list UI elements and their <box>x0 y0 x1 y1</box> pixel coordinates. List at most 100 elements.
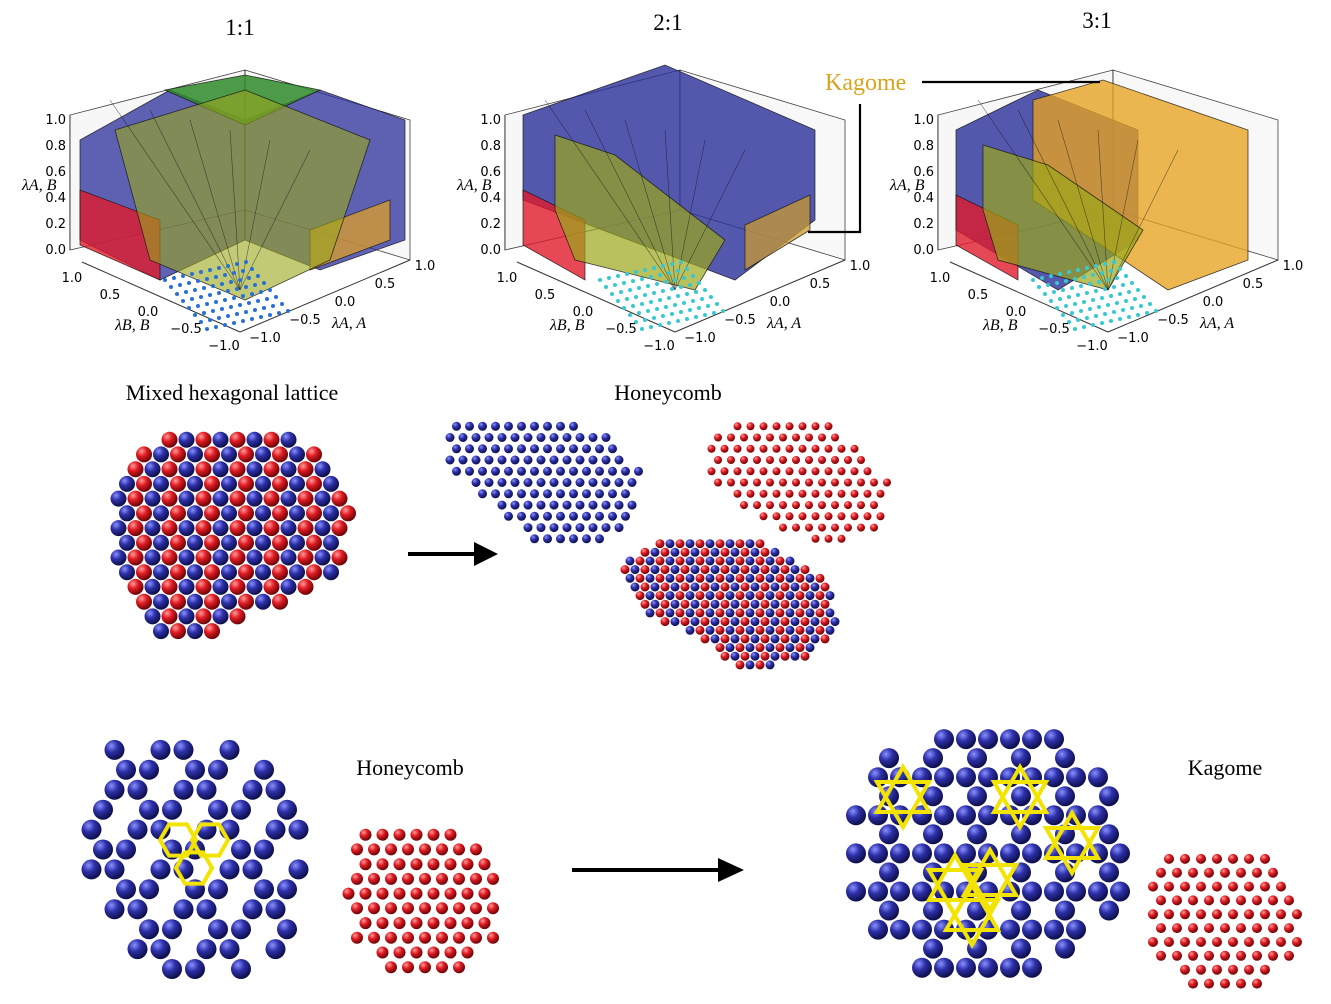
particle <box>956 729 976 750</box>
particle <box>187 534 203 551</box>
particle <box>136 593 152 610</box>
floor-dot <box>274 295 278 299</box>
floor-dot <box>604 285 608 289</box>
particle <box>795 625 805 635</box>
particle <box>753 501 761 510</box>
particle <box>772 444 781 453</box>
particle <box>956 767 976 788</box>
particle <box>582 534 591 544</box>
particle <box>497 500 507 510</box>
particle <box>219 859 240 880</box>
particle <box>376 946 389 959</box>
a-tick-label: −1.0 <box>249 331 281 346</box>
particle <box>1252 950 1262 961</box>
particle <box>770 582 780 592</box>
floor-dot <box>250 267 254 271</box>
particle <box>306 446 322 463</box>
particle <box>246 431 263 448</box>
particle <box>517 444 526 454</box>
b-axis-line <box>81 261 241 333</box>
particle <box>714 478 722 487</box>
particle <box>715 556 725 566</box>
particle <box>755 660 765 670</box>
particle <box>1228 881 1238 892</box>
particle <box>170 534 186 551</box>
floor-dot <box>655 282 659 286</box>
particle <box>161 431 178 448</box>
floor-dot <box>265 297 269 301</box>
particle <box>760 634 770 644</box>
floor-dot <box>1145 311 1149 315</box>
floor-dot <box>241 319 245 323</box>
floor-dot <box>1133 297 1137 301</box>
a-tick-label: −1.0 <box>684 331 716 346</box>
particle <box>760 617 770 627</box>
floor-dot <box>259 290 263 294</box>
particle <box>170 505 186 522</box>
particle <box>645 573 655 583</box>
particle <box>1164 909 1174 920</box>
floor-dot <box>649 275 653 279</box>
particle <box>231 839 251 860</box>
particle <box>297 461 314 478</box>
particle <box>471 478 481 487</box>
particle <box>1236 978 1246 989</box>
floor-dot <box>1061 313 1065 317</box>
particle <box>805 625 815 635</box>
b-tick-label: 0.0 <box>138 305 159 320</box>
particle <box>876 489 885 498</box>
particle <box>569 466 578 476</box>
particle <box>798 444 807 453</box>
particle <box>204 564 220 581</box>
particle <box>680 582 690 592</box>
particle <box>1066 919 1086 940</box>
particle <box>150 939 171 960</box>
particle <box>1164 853 1174 864</box>
floor-dot <box>688 308 692 312</box>
particle <box>265 779 286 800</box>
particle <box>680 617 690 627</box>
particle <box>484 478 494 487</box>
particle <box>204 534 220 551</box>
floor-dot <box>652 291 656 295</box>
particle <box>491 421 500 431</box>
particle <box>173 899 194 920</box>
particle <box>289 505 305 522</box>
floor-dot <box>259 315 263 319</box>
particle <box>504 489 513 499</box>
floor-dot <box>1076 268 1080 272</box>
particle <box>127 549 144 566</box>
particle <box>314 461 331 478</box>
particle <box>1244 909 1254 920</box>
particle <box>700 617 710 627</box>
particle <box>229 490 246 507</box>
particle <box>759 512 768 521</box>
mesh-edge <box>584 109 676 291</box>
particle <box>795 573 805 583</box>
mesh-edge <box>239 149 311 291</box>
particle <box>1088 881 1108 902</box>
particle <box>368 872 380 885</box>
floor-dot <box>229 280 233 284</box>
particle <box>246 578 263 595</box>
floor-dot <box>1124 274 1128 278</box>
mesh-edge <box>239 139 271 291</box>
b-axis-label: λB, B <box>982 317 1018 334</box>
particle <box>733 444 742 453</box>
particle <box>263 578 280 595</box>
particle <box>890 919 910 940</box>
b-tick-label: 0.5 <box>535 288 556 303</box>
particle <box>153 505 169 522</box>
particle <box>655 608 665 618</box>
floor-dot <box>169 285 173 289</box>
particle <box>780 651 790 661</box>
particle <box>1044 881 1064 902</box>
particle <box>745 608 755 618</box>
floor-dot <box>1082 325 1086 329</box>
particle <box>831 523 839 532</box>
callout-line-down <box>808 104 862 234</box>
floor-dot <box>1130 306 1134 310</box>
particle <box>497 478 507 487</box>
floor-dot <box>640 302 644 306</box>
particle <box>630 565 640 575</box>
